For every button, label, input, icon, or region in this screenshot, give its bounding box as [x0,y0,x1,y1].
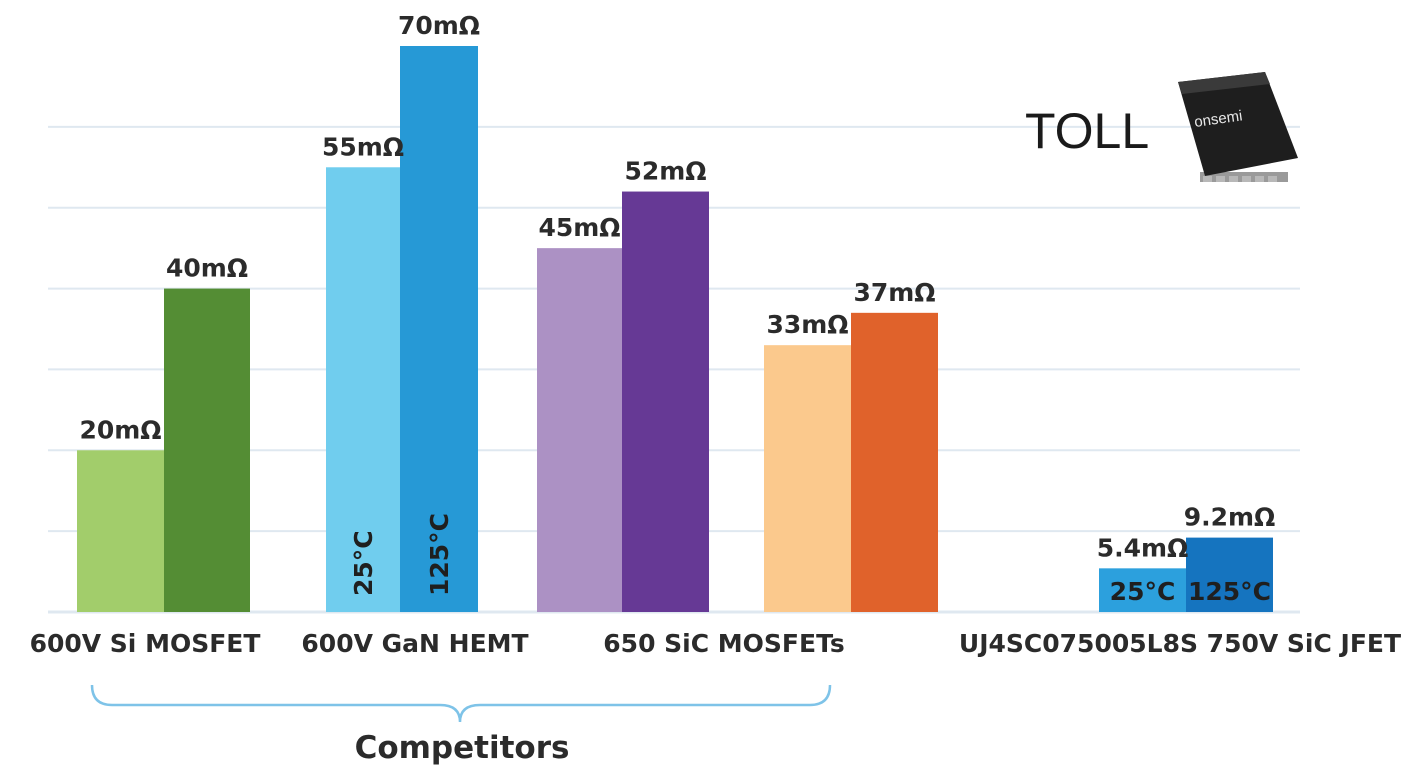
temp-label: 125°C [425,513,454,596]
bar-40mΩ [164,288,250,612]
value-label: 52mΩ [624,157,706,186]
competitors-brace [90,684,832,723]
bar-55mΩ [326,167,400,613]
value-label: 9.2mΩ [1184,503,1276,532]
bars [77,46,1273,613]
bar-52mΩ [622,191,709,613]
value-label: 5.4mΩ [1097,533,1189,562]
category-label-sic-jfet: UJ4SC075005L8S 750V SiC JFET [959,629,1401,658]
category-label-si-mosfet: 600V Si MOSFET [30,629,261,658]
temp-label: 25°C [1110,577,1176,606]
bar-20mΩ [77,450,164,612]
value-label: 37mΩ [853,278,935,307]
bar-33mΩ [764,345,851,612]
bar-70mΩ [400,46,478,612]
category-label-gan-hemt: 600V GaN HEMT [301,629,528,658]
competitors-label: Competitors [355,730,570,766]
toll-label: TOLL [1025,103,1149,159]
bar-37mΩ [851,312,938,612]
bar-9.2mΩ [1186,537,1273,612]
category-label-sic-mosfets: 650 SiC MOSFETs [603,629,844,658]
temp-label: 125°C [1188,577,1271,606]
value-label: 45mΩ [538,213,620,242]
value-label: 33mΩ [766,310,848,339]
bar-45mΩ [537,248,622,612]
temp-label: 25°C [349,530,378,596]
value-label: 20mΩ [79,415,161,444]
bar-5.4mΩ [1099,568,1186,612]
chip-brand-text: onsemi [1193,107,1243,131]
toll-package-icon: onsemi [1178,72,1298,182]
value-label: 55mΩ [322,132,404,161]
value-label: 70mΩ [398,11,480,40]
value-label: 40mΩ [166,254,248,283]
